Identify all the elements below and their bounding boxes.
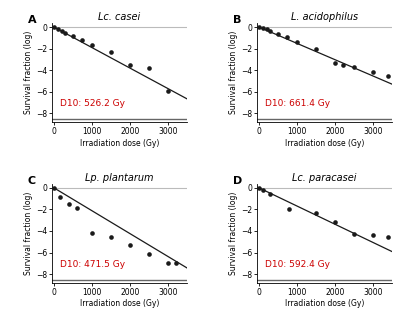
Point <box>256 24 262 30</box>
X-axis label: Irradiation dose (Gy): Irradiation dose (Gy) <box>285 139 364 148</box>
Point <box>260 187 266 192</box>
Point <box>146 251 152 256</box>
Text: D: D <box>233 176 242 186</box>
X-axis label: Irradiation dose (Gy): Irradiation dose (Gy) <box>80 299 159 308</box>
Text: D10: 661.4 Gy: D10: 661.4 Gy <box>265 99 330 108</box>
Point <box>66 202 72 207</box>
Point <box>89 230 95 236</box>
Point <box>127 242 133 248</box>
Y-axis label: Survival fraction (log): Survival fraction (log) <box>24 31 33 114</box>
Y-axis label: Survival fraction (log): Survival fraction (log) <box>24 191 33 275</box>
Point <box>79 37 86 43</box>
Title: L. acidophilus: L. acidophilus <box>291 12 358 22</box>
Point <box>260 26 266 31</box>
X-axis label: Irradiation dose (Gy): Irradiation dose (Gy) <box>285 299 364 308</box>
Point <box>351 64 357 70</box>
Point <box>146 65 152 71</box>
Point <box>70 33 76 39</box>
Text: B: B <box>233 15 241 25</box>
Point <box>351 232 357 237</box>
Text: C: C <box>28 176 36 186</box>
X-axis label: Irradiation dose (Gy): Irradiation dose (Gy) <box>80 139 159 148</box>
Title: Lc. paracasei: Lc. paracasei <box>292 173 357 183</box>
Text: D10: 471.5 Gy: D10: 471.5 Gy <box>60 260 125 269</box>
Point <box>165 88 171 93</box>
Point <box>313 210 319 215</box>
Point <box>256 185 262 190</box>
Point <box>332 220 338 225</box>
Point <box>56 194 63 200</box>
Text: A: A <box>28 15 36 25</box>
Point <box>51 24 57 30</box>
Y-axis label: Survival fraction (log): Survival fraction (log) <box>229 191 238 275</box>
Point <box>370 232 376 237</box>
Point <box>51 185 57 190</box>
Point <box>62 31 68 36</box>
Point <box>385 235 391 240</box>
Point <box>339 63 346 68</box>
Point <box>294 39 300 44</box>
Text: D10: 592.4 Gy: D10: 592.4 Gy <box>265 260 330 269</box>
Point <box>313 46 319 52</box>
Title: Lp. plantarum: Lp. plantarum <box>85 173 154 183</box>
Point <box>267 29 274 34</box>
Point <box>284 35 291 40</box>
Point <box>127 63 133 68</box>
Point <box>165 261 171 266</box>
Point <box>89 42 95 47</box>
Point <box>332 60 338 66</box>
Point <box>58 28 65 33</box>
Point <box>108 50 114 55</box>
Point <box>370 70 376 75</box>
Text: D10: 526.2 Gy: D10: 526.2 Gy <box>60 99 125 108</box>
Point <box>108 234 114 240</box>
Point <box>263 27 270 32</box>
Point <box>74 205 80 210</box>
Y-axis label: Survival fraction (log): Survival fraction (log) <box>229 31 238 114</box>
Point <box>385 73 391 79</box>
Point <box>172 261 179 266</box>
Point <box>54 26 61 32</box>
Point <box>275 32 281 37</box>
Title: Lc. casei: Lc. casei <box>98 12 140 22</box>
Point <box>286 207 292 212</box>
Point <box>267 191 274 196</box>
